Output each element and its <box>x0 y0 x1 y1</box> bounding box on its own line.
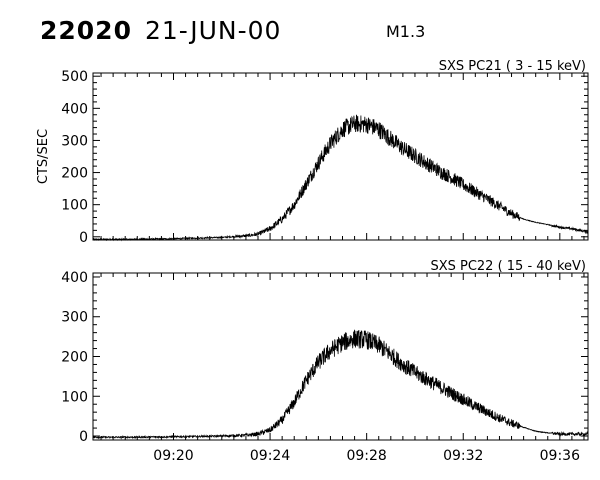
x-tick-label: 09:36 <box>540 448 580 464</box>
x-tick-label: 09:24 <box>250 448 290 464</box>
event-date: 21-JUN-00 <box>145 16 282 45</box>
y-tick-label: 400 <box>61 101 88 117</box>
series-line-1 <box>92 329 589 440</box>
panel-title: SXS PC21 ( 3 - 15 keV) <box>439 59 586 74</box>
y-tick-label: 400 <box>61 270 88 286</box>
chart-panel-1: SXS PC21 ( 3 - 15 keV) 0 100 200 300 400 500 CT… <box>36 59 589 246</box>
x-tick-label: 09:20 <box>153 448 193 464</box>
y-tick-label: 300 <box>61 310 88 326</box>
x-tick-label: 09:28 <box>346 448 386 464</box>
y-axis-label: CTS/SEC <box>36 129 51 184</box>
y-tick-label: 200 <box>61 166 88 182</box>
flare-class: M1.3 <box>386 22 426 41</box>
y-tick-label: 100 <box>61 198 88 214</box>
y-tick-label: 100 <box>61 389 88 405</box>
y-tick-label: 200 <box>61 350 88 366</box>
event-id: 22020 <box>40 16 132 45</box>
plot-frame <box>92 272 589 441</box>
series-line-1 <box>92 114 589 242</box>
y-tick-label: 300 <box>61 133 88 149</box>
y-tick-label: 0 <box>79 230 88 246</box>
y-tick-label: 0 <box>79 429 88 445</box>
x-tick-label: 09:32 <box>443 448 483 464</box>
panel-title: SXS PC22 ( 15 - 40 keV) <box>430 259 586 274</box>
y-tick-label: 500 <box>61 69 88 85</box>
plot-frame <box>92 72 589 241</box>
chart-panel-2: SXS PC22 ( 15 - 40 keV) 0 100 200 300 400 09:2… <box>61 259 589 464</box>
